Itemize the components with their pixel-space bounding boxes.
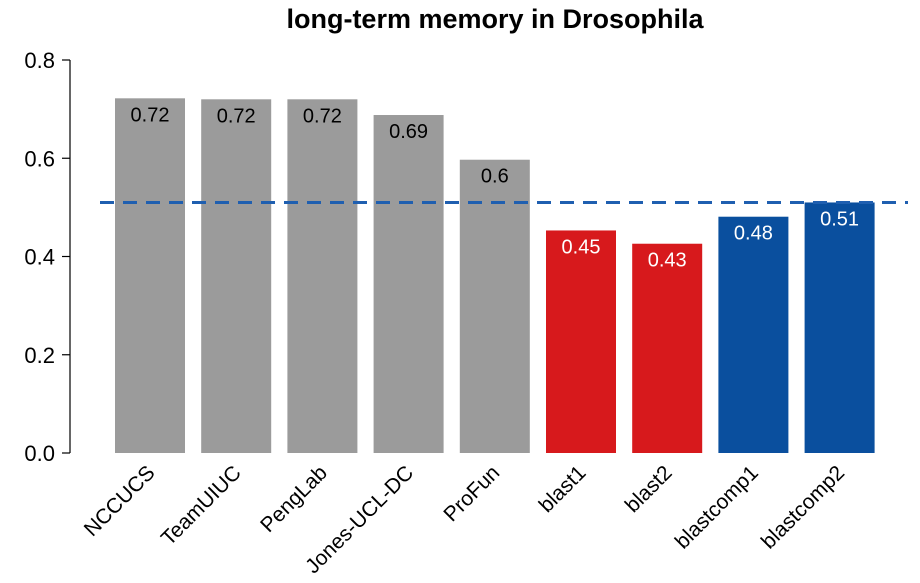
y-tick-label: 0.8 bbox=[24, 48, 55, 73]
y-tick-label: 0.6 bbox=[24, 146, 55, 171]
y-tick-label: 0.4 bbox=[24, 245, 55, 270]
data-label: 0.6 bbox=[481, 166, 509, 188]
bar-blastcomp1 bbox=[718, 216, 789, 453]
data-label: 0.72 bbox=[131, 104, 170, 126]
x-tick-label: ProFun bbox=[439, 461, 504, 526]
bar-teamuiuc bbox=[201, 99, 272, 454]
y-tick-label: 0.0 bbox=[24, 441, 55, 466]
bar-penglab bbox=[287, 99, 358, 454]
data-label: 0.69 bbox=[389, 121, 428, 143]
bar-jones-ucl-dc bbox=[373, 115, 444, 454]
bar-blastcomp2 bbox=[804, 202, 875, 453]
y-axis: 0.0 0.2 0.4 0.6 0.8 bbox=[24, 48, 71, 466]
data-label: 0.51 bbox=[820, 208, 859, 230]
data-label: 0.72 bbox=[303, 105, 342, 127]
chart-title: long-term memory in Drosophila bbox=[286, 4, 704, 34]
data-label: 0.48 bbox=[734, 223, 773, 245]
bars: 0.72 0.72 0.72 0.69 0.6 0.45 0.43 0.48 0.51 bbox=[115, 98, 875, 454]
bar-blast1 bbox=[546, 230, 616, 453]
x-tick-label: TeamUIUC bbox=[157, 461, 246, 550]
y-tick-label: 0.2 bbox=[24, 343, 55, 368]
data-label: 0.72 bbox=[217, 105, 256, 127]
x-tick-label: blastcomp2 bbox=[757, 461, 849, 553]
x-tick-label: blast1 bbox=[535, 461, 591, 517]
bar-profun bbox=[459, 159, 530, 453]
x-tick-label: PengLab bbox=[256, 461, 332, 537]
x-tick-label: blastcomp1 bbox=[671, 461, 763, 553]
x-tick-label: blast2 bbox=[621, 461, 677, 517]
data-label: 0.45 bbox=[562, 236, 601, 258]
x-tick-label: NCCUCS bbox=[80, 461, 160, 541]
bar-blast2 bbox=[632, 243, 703, 453]
bar-nccucs bbox=[115, 98, 185, 453]
data-label: 0.43 bbox=[648, 250, 687, 272]
